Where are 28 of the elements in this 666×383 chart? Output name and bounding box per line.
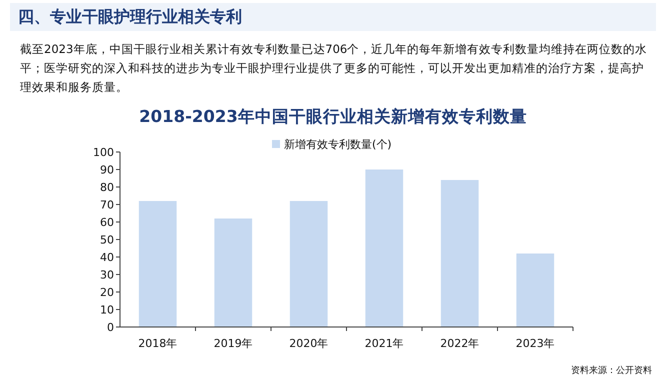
- text: 资料来源：公开资料: [571, 364, 652, 377]
- bar: [365, 170, 404, 327]
- x-tick-label: 2022年: [440, 337, 480, 350]
- y-tick-label: 50: [100, 234, 114, 246]
- bar: [138, 201, 177, 327]
- bar: [290, 201, 328, 327]
- y-tick-label: 30: [100, 268, 114, 282]
- y-tick-label: 90: [100, 164, 114, 176]
- bar: [214, 218, 252, 327]
- text: 四、专业干眼护理行业相关专利: [10, 3, 656, 31]
- y-tick-label: 40: [100, 251, 114, 264]
- y-tick-label: 80: [100, 181, 114, 194]
- y-tick-label: 100: [93, 146, 114, 159]
- text: 截至2023年底，中国干眼行业相关累计有效专利数量已达706个，近几年的每年新增有效专利数量均维持在两位数的水平；医学研究的深入和科技的进步为专业干眼护理行业提供了更多的可能性，可以开发出更加精准的治疗方案，提高护理效果和服务质量。: [20, 41, 648, 96]
- y-tick-label: 10: [100, 304, 114, 316]
- chart-title: 2018-2023年中国干眼行业相关新增有效专利数量: [139, 107, 527, 126]
- bar: [516, 254, 554, 327]
- legend: 新增有效专利数量(个): [272, 138, 392, 151]
- bar: [440, 180, 479, 327]
- y-tick-label: 20: [100, 286, 114, 299]
- x-tick-label: 2021年: [364, 337, 404, 350]
- x-tick-label: 2019年: [214, 337, 253, 350]
- x-tick-label: 2020年: [289, 337, 328, 350]
- x-tick-label: 2023年: [516, 337, 555, 350]
- y-tick-label: 70: [100, 198, 114, 212]
- x-tick-label: 2018年: [138, 337, 178, 350]
- y-tick-label: 0: [107, 321, 114, 334]
- y-tick-label: 60: [100, 216, 114, 229]
